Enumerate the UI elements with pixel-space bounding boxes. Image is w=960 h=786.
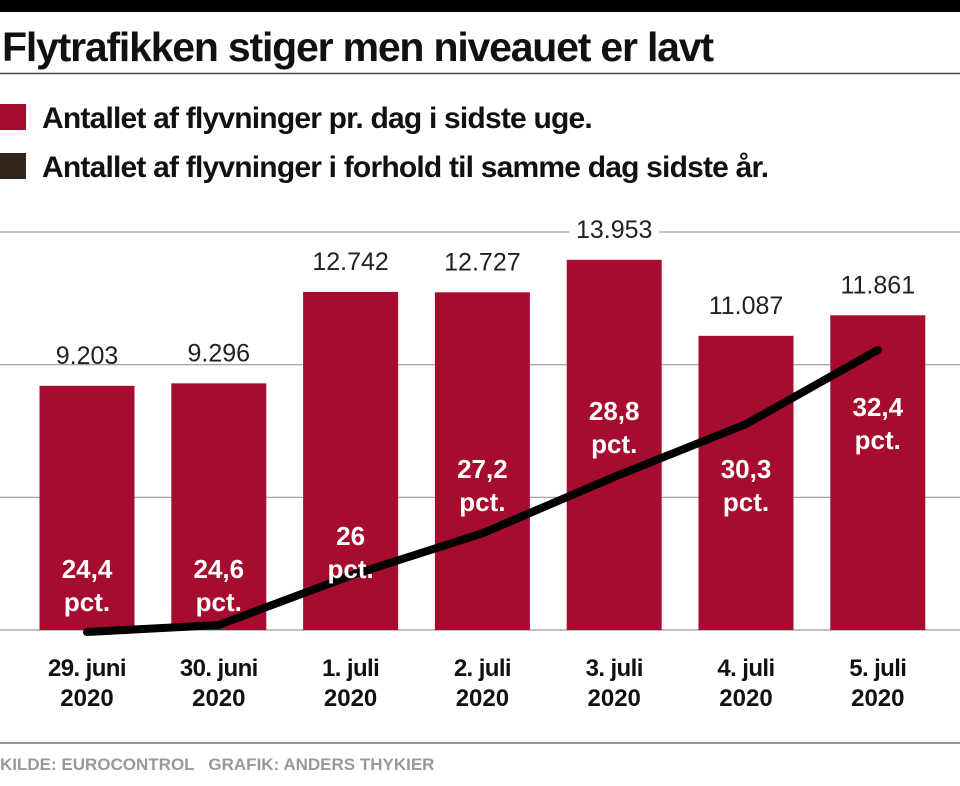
x-tick-year: 2020 (192, 685, 245, 712)
legend-swatch-bars (0, 104, 26, 130)
label-backdrop (569, 209, 660, 250)
bar-value-label: 11.087 (709, 292, 784, 320)
x-tick-year: 2020 (719, 685, 772, 712)
legend-label-bars: Antallet af flyvninger pr. dag i sidste … (42, 102, 592, 135)
top-bar (0, 0, 960, 12)
source-credit: KILDE: EUROCONTROL GRAFIK: ANDERS THYKIE… (0, 755, 434, 774)
x-tick-label: 30. juni (180, 655, 258, 682)
x-tick-label: 5. juli (849, 655, 906, 682)
pct-unit-label: pct. (723, 487, 769, 517)
chart-title: Flytrafikken stiger men niveauet er lavt (2, 24, 714, 70)
bar (698, 335, 794, 630)
bar-value-label: 11.861 (840, 271, 915, 299)
x-tick-label: 2. juli (454, 655, 511, 682)
pct-unit-label: pct. (64, 587, 110, 617)
bar (830, 315, 926, 630)
pct-value-label: 24,6 (193, 554, 244, 584)
x-tick-year: 2020 (456, 685, 509, 712)
bar-value-label: 9.203 (56, 342, 119, 370)
x-tick-year: 2020 (324, 685, 377, 712)
x-tick-year: 2020 (851, 685, 904, 712)
pct-unit-label: pct. (591, 429, 637, 459)
legend-label-line: Antallet af flyvninger i forhold til sam… (42, 151, 768, 184)
legend: Antallet af flyvninger pr. dag i sidste … (0, 102, 769, 184)
bar (171, 383, 267, 630)
legend-swatch-line (0, 153, 26, 179)
x-tick-label: 1. juli (322, 655, 379, 682)
pct-line (83, 346, 882, 636)
x-tick-year: 2020 (588, 685, 641, 712)
bar (566, 259, 662, 630)
pct-unit-label: pct. (196, 587, 242, 617)
bar (434, 292, 530, 630)
bar-value-label: 12.742 (312, 248, 388, 276)
pct-value-label: 24,4 (62, 554, 113, 584)
pct-value-label: 32,4 (852, 392, 903, 422)
bar-value-label: 12.727 (444, 248, 520, 276)
pct-value-label: 28,8 (589, 396, 640, 426)
x-tick-label: 3. juli (586, 655, 643, 682)
bar (39, 385, 135, 630)
pct-value-label: 30,3 (721, 454, 772, 484)
pct-value-label: 27,2 (457, 454, 508, 484)
pct-unit-label: pct. (459, 487, 505, 517)
pct-unit-label: pct. (855, 425, 901, 455)
pct-value-label: 26 (336, 521, 365, 551)
x-tick-label: 4. juli (717, 655, 774, 682)
x-tick-label: 29. juni (48, 655, 126, 682)
pct-unit-label: pct. (327, 554, 373, 584)
bar-value-label: 13.953 (576, 216, 652, 244)
bar-value-label: 9.296 (188, 339, 251, 367)
x-tick-year: 2020 (60, 685, 113, 712)
